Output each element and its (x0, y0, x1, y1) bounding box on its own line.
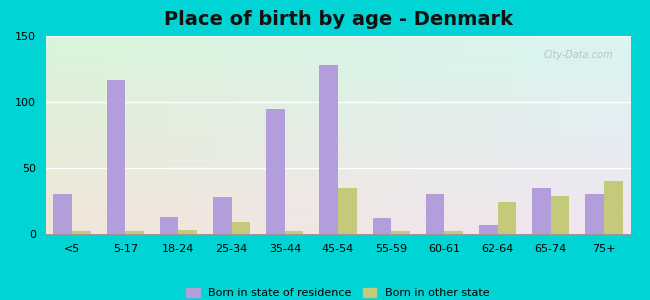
Bar (391, 231, 410, 234)
Bar (497, 202, 516, 234)
Bar (338, 188, 357, 234)
Bar (213, 197, 231, 234)
Bar (72, 231, 91, 234)
Bar (266, 109, 285, 234)
Bar (479, 225, 497, 234)
Bar (107, 80, 125, 234)
Bar (372, 218, 391, 234)
Legend: Born in state of residence, Born in other state: Born in state of residence, Born in othe… (181, 283, 495, 300)
Bar (285, 231, 304, 234)
Bar (53, 194, 72, 234)
Bar (532, 188, 551, 234)
Bar (319, 65, 338, 234)
Bar (551, 196, 569, 234)
Bar (125, 231, 144, 234)
Text: City-Data.com: City-Data.com (543, 50, 613, 60)
Bar (445, 231, 463, 234)
Bar (160, 217, 179, 234)
Title: Place of birth by age - Denmark: Place of birth by age - Denmark (164, 10, 512, 29)
Bar (604, 181, 623, 234)
Bar (426, 194, 445, 234)
Bar (585, 194, 604, 234)
Bar (231, 222, 250, 234)
Bar (179, 230, 197, 234)
